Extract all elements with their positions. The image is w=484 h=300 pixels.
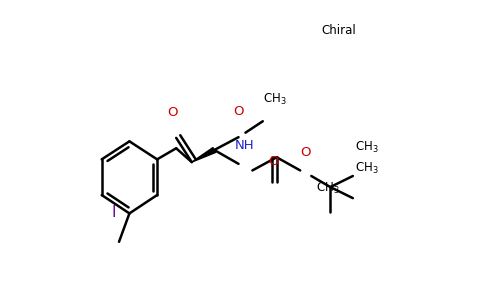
Text: NH: NH <box>235 139 255 152</box>
Text: O: O <box>233 105 244 118</box>
Text: I: I <box>112 205 116 220</box>
Text: O: O <box>167 106 177 119</box>
Text: Chiral: Chiral <box>322 24 356 37</box>
Text: O: O <box>269 155 279 168</box>
Text: CH$_3$: CH$_3$ <box>263 92 287 107</box>
Text: CH$_3$: CH$_3$ <box>355 161 378 176</box>
Text: O: O <box>300 146 310 159</box>
Polygon shape <box>192 148 215 162</box>
Text: CH$_3$: CH$_3$ <box>355 140 378 154</box>
Text: CH$_3$: CH$_3$ <box>316 181 340 196</box>
